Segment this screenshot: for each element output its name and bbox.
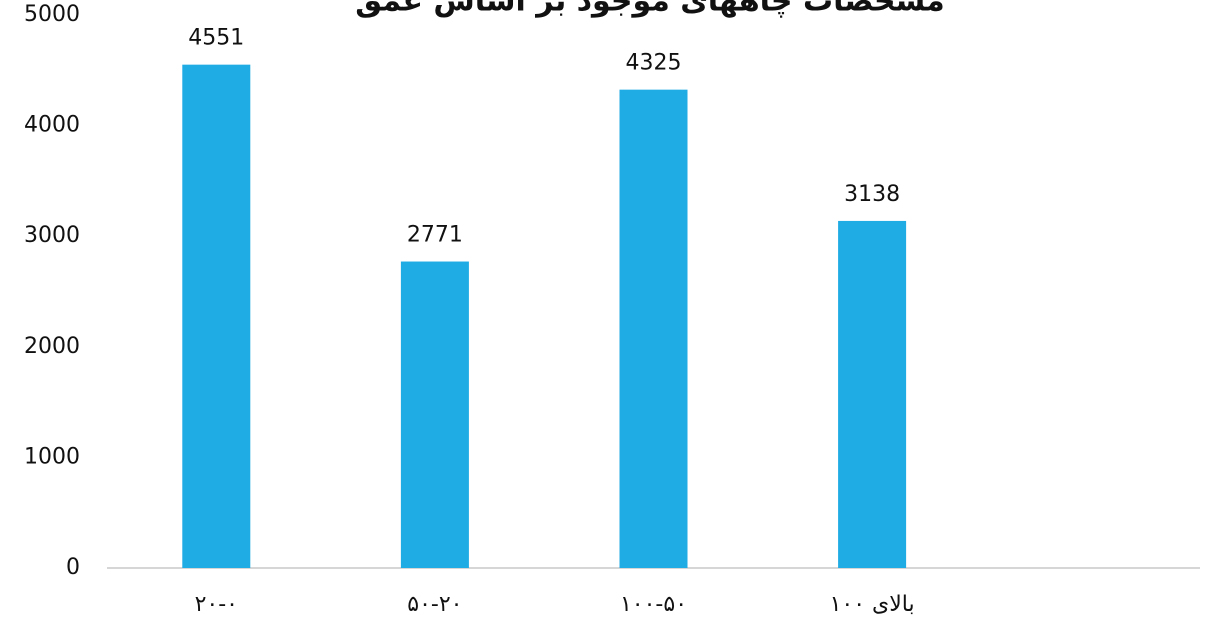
y-tick-label: 1000 bbox=[24, 444, 80, 469]
data-label: 4551 bbox=[188, 26, 244, 51]
y-tick-label: 3000 bbox=[24, 223, 80, 248]
bar bbox=[182, 64, 251, 569]
data-label: 4325 bbox=[626, 51, 682, 76]
x-tick-label: ۱۰۰-۵۰ bbox=[620, 592, 687, 617]
bar bbox=[838, 220, 907, 568]
x-tick-label: ۵۰-۲۰ bbox=[407, 592, 462, 617]
data-label: 2771 bbox=[407, 223, 463, 248]
bar bbox=[619, 89, 688, 568]
y-tick-label: 2000 bbox=[24, 334, 80, 359]
chart-title: مشخصات چاههای موجود بر اساس عمق bbox=[355, 0, 944, 19]
y-tick-label: 5000 bbox=[24, 2, 80, 27]
bar bbox=[400, 261, 469, 568]
x-tick-label: ۲۰-۰ bbox=[195, 592, 238, 617]
data-label: 3138 bbox=[844, 182, 900, 207]
y-tick-label: 0 bbox=[66, 555, 80, 580]
x-tick-label: بالای ۱۰۰ bbox=[830, 592, 915, 617]
y-tick-label: 4000 bbox=[24, 113, 80, 138]
